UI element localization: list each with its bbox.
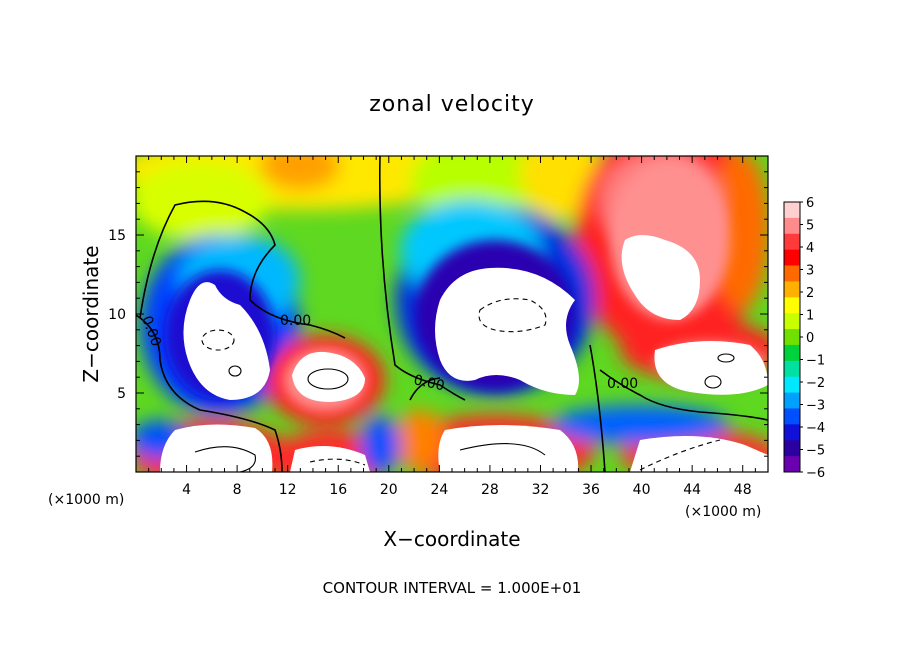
- y-tick-label: 15: [108, 228, 126, 244]
- contour-interval-note: CONTOUR INTERVAL = 1.000E+01: [323, 579, 582, 597]
- colorbar-swatch: [784, 281, 800, 298]
- colorbar-swatch: [784, 344, 800, 362]
- contour-label: 0.00: [412, 372, 446, 394]
- x-tick-label: 36: [582, 482, 600, 498]
- colorbar-label: 4: [806, 241, 814, 256]
- zero-contours: [136, 156, 768, 472]
- y-tick-label: 10: [108, 307, 126, 323]
- colorbar-label: 5: [806, 219, 814, 234]
- colorbar-swatch: [784, 456, 800, 473]
- x-axis-title: X−coordinate: [383, 527, 520, 551]
- x-tick-label: 48: [734, 482, 752, 498]
- colorbar-swatch: [784, 360, 800, 378]
- x-tick-label: 12: [279, 482, 297, 498]
- colorbar-label: 0: [806, 331, 814, 346]
- x-tick-label: 4: [182, 482, 191, 498]
- colorbar-swatch: [784, 376, 800, 394]
- colorbar-swatch: [784, 408, 800, 425]
- colorbar-label: −1: [806, 354, 825, 369]
- colorbar-label: −5: [806, 444, 825, 459]
- colorbar-swatch: [784, 202, 800, 219]
- colorbar-swatch: [784, 265, 800, 282]
- x-tick-label: 40: [633, 482, 651, 498]
- x-right-unit: (×1000 m): [685, 504, 761, 520]
- colorbar-label: 2: [806, 286, 814, 301]
- y-axis: 5 10 15: [108, 155, 768, 473]
- x-tick-label: 28: [481, 482, 499, 498]
- y-tick-label: 5: [117, 386, 126, 402]
- x-axis: 4 8 12 16 20 24 28 32 36 40 44 48: [135, 156, 769, 498]
- colorbar-label: −4: [806, 421, 825, 436]
- contour-label: 0.00: [280, 313, 311, 329]
- colorbar-swatch: [784, 249, 800, 267]
- x-tick-label: 32: [532, 482, 550, 498]
- x-left-unit: (×1000 m): [48, 492, 124, 508]
- positive-contours: [194, 353, 735, 472]
- contour-label: 0.00: [607, 376, 638, 392]
- colorbar-label: 1: [806, 309, 814, 324]
- x-tick-label: 20: [380, 482, 398, 498]
- velocity-field: [136, 156, 768, 472]
- colorbar-swatch: [784, 424, 800, 441]
- chart-title: zonal velocity: [369, 92, 535, 117]
- colorbar-swatch: [784, 297, 800, 314]
- x-tick-label: 44: [683, 482, 701, 498]
- colorbar-label: −6: [806, 466, 825, 481]
- colorbar-swatch: [784, 329, 800, 346]
- colorbar-label: −3: [806, 399, 825, 414]
- colorbar-label: −2: [806, 376, 825, 391]
- colorbar-swatch: [784, 392, 800, 409]
- colorbar-swatch: [784, 233, 800, 251]
- colorbar-label: 6: [806, 196, 814, 211]
- colorbar-label: 3: [806, 264, 814, 279]
- colorbar-swatch: [784, 313, 800, 330]
- negative-contours: [201, 298, 721, 471]
- x-tick-label: 24: [430, 482, 448, 498]
- x-tick-label: 8: [233, 482, 242, 498]
- x-tick-label: 16: [329, 482, 347, 498]
- colorbar-swatch: [784, 217, 800, 235]
- colorbar-swatch: [784, 440, 800, 457]
- y-axis-title: Z−coordinate: [79, 245, 103, 382]
- colorbar: 6 5 4 3 2 1 0 −1 −2 −3 −4 −5 −6: [783, 196, 825, 481]
